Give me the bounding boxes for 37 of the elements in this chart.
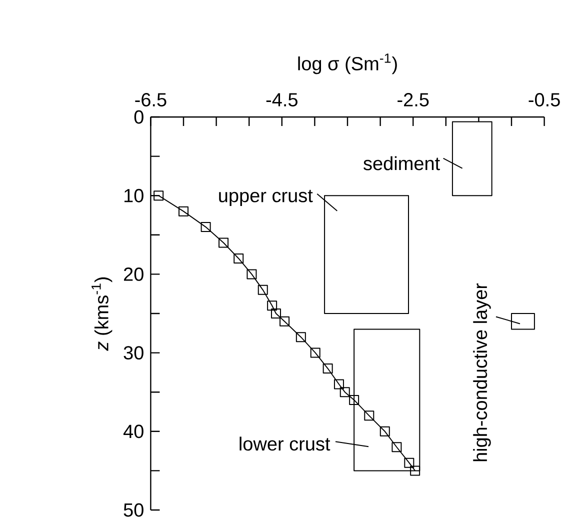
x-tick-label: -0.5: [528, 93, 560, 106]
point: [392, 442, 402, 452]
y-tick-label: 0: [134, 110, 144, 124]
y-axis-title: z (kms$^{-1}$): [92, 277, 112, 351]
x-tick-label: -6.5: [135, 93, 166, 106]
annotation: lower crust: [240, 436, 330, 451]
point: [178, 206, 188, 216]
point: [154, 190, 164, 201]
point: [322, 364, 333, 374]
point: [296, 332, 306, 342]
point: [340, 387, 350, 398]
point: [246, 269, 257, 280]
x-tick-label: -4.5: [266, 93, 298, 106]
y-tick-label: 50: [124, 503, 144, 517]
point: [380, 426, 390, 436]
point: [270, 308, 281, 319]
point: [218, 238, 229, 248]
annotation: high-conductive layer: [473, 283, 491, 462]
x-tick-label: -2.5: [398, 93, 429, 106]
point: [200, 222, 211, 232]
x-axis-title: log σ (Sm$^{-1}$): [298, 54, 397, 74]
point: [280, 316, 290, 326]
point: [364, 410, 374, 421]
y-tick-label: 40: [123, 424, 144, 438]
y-tick-label: 20: [124, 267, 144, 281]
y-tick-label: 10: [124, 188, 144, 202]
point: [410, 466, 420, 476]
point: [234, 253, 244, 264]
annotation: sediment: [364, 156, 440, 170]
point: [310, 348, 320, 358]
point: [404, 458, 414, 468]
point: [258, 284, 268, 295]
y-tick-label: 30: [124, 346, 144, 360]
point: [349, 394, 360, 405]
point: [267, 300, 278, 311]
point: [334, 379, 344, 390]
annotation: upper crust: [219, 190, 313, 206]
